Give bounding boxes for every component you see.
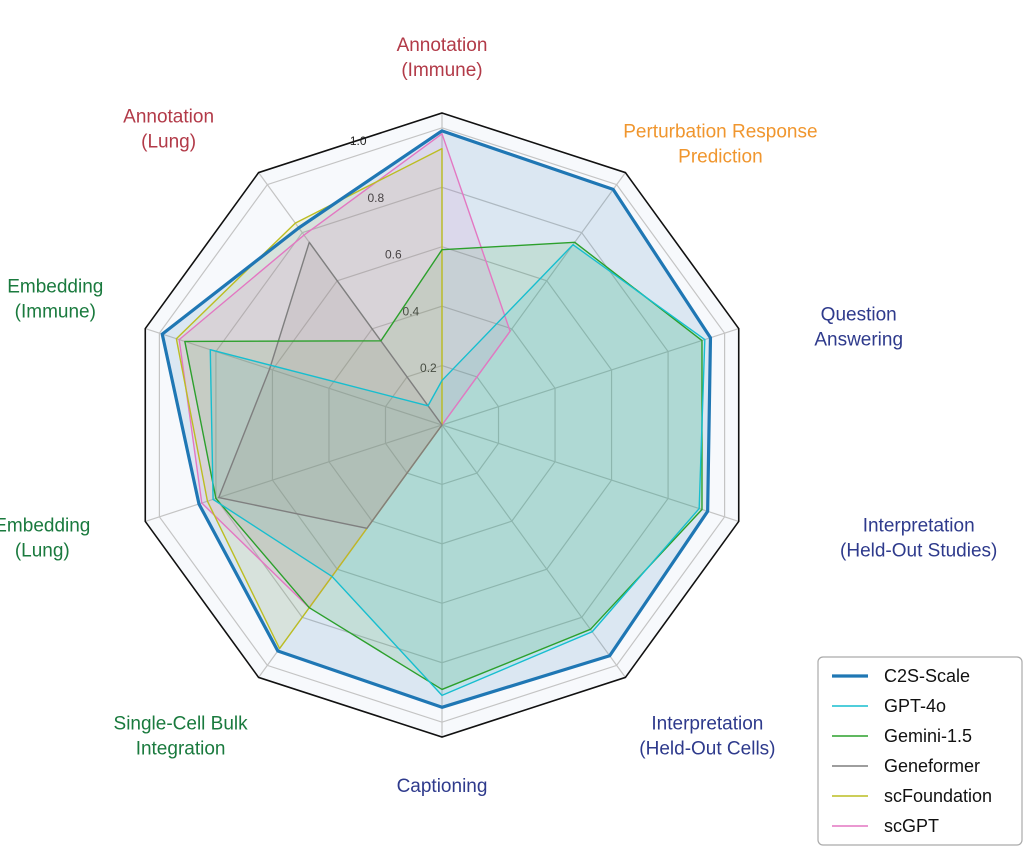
axis-label: Question Answering <box>814 305 903 351</box>
axis-label-line: Question <box>821 305 897 326</box>
axis-label: Annotation (Lung) <box>123 107 214 153</box>
axis-label-line: Annotation <box>123 107 214 128</box>
series-fill <box>218 242 442 529</box>
axis-label-line: (Held-Out Studies) <box>840 540 997 561</box>
series-fill <box>179 133 511 608</box>
legend-label: scGPT <box>884 816 939 836</box>
tick-label: 0.6 <box>385 248 402 262</box>
grid-spoke <box>145 328 443 426</box>
axis-label-line: Interpretation <box>651 713 763 734</box>
axis-label: Interpretation (Held-Out Cells) <box>639 713 775 759</box>
legend: C2S-Scale GPT-4o Gemini-1.5 Geneformer scFou… <box>817 656 1023 846</box>
axis-label: Embedding (Immune) <box>7 277 103 323</box>
axis-label: Single-Cell Bulk Integration <box>114 713 249 759</box>
radar-series <box>160 129 713 709</box>
axis-label-line: Embedding <box>0 515 90 536</box>
tick-label: 0.4 <box>403 305 420 319</box>
series-line <box>209 243 706 697</box>
axis-label-line: Embedding <box>7 277 103 298</box>
series-line <box>160 129 713 709</box>
legend-label: C2S-Scale <box>884 666 970 686</box>
axis-label-line: Annotation <box>397 35 488 56</box>
series-fill <box>210 244 705 696</box>
series-line <box>218 241 443 530</box>
grid-spoke <box>145 424 443 522</box>
tick-label: 0.8 <box>367 191 384 205</box>
axis-label-line: (Held-Out Cells) <box>639 738 775 759</box>
axis-labels: Annotation (Immune)Perturbation Response P… <box>0 35 997 797</box>
axis-label-line: Integration <box>136 738 226 759</box>
axis-label-line: Captioning <box>397 776 488 797</box>
axis-label-line: Interpretation <box>863 515 975 536</box>
legend-label: Geneformer <box>884 756 980 776</box>
axis-label: Perturbation Response Prediction <box>623 122 817 168</box>
axis-label: Interpretation (Held-Out Studies) <box>840 515 997 561</box>
legend-label: scFoundation <box>884 786 992 806</box>
axis-label-line: (Immune) <box>401 60 482 81</box>
axis-label-line: (Lung) <box>15 540 70 561</box>
axis-label-line: Perturbation Response <box>623 122 817 143</box>
axis-label: Annotation (Immune) <box>397 35 488 81</box>
legend-label: GPT-4o <box>884 696 946 716</box>
series-fill <box>184 242 702 690</box>
series-line <box>178 133 511 609</box>
axis-label-line: Answering <box>814 330 903 351</box>
tick-label: 1.0 <box>350 134 367 148</box>
radar-frame <box>144 112 740 738</box>
axis-label-line: (Immune) <box>15 302 96 323</box>
axis-label-line: (Lung) <box>141 132 196 153</box>
legend-box <box>817 656 1023 846</box>
axis-label-line: Prediction <box>678 147 763 168</box>
series-fill <box>176 148 443 649</box>
axis-label-line: Single-Cell Bulk <box>114 713 249 734</box>
tick-label: 0.2 <box>420 361 437 375</box>
legend-label: Gemini-1.5 <box>884 726 972 746</box>
axis-label: Captioning <box>397 776 488 797</box>
grid-spoke <box>441 328 739 426</box>
grid-spoke <box>441 424 739 522</box>
axis-label: Embedding (Lung) <box>0 515 90 561</box>
grid-spoke <box>441 424 626 678</box>
